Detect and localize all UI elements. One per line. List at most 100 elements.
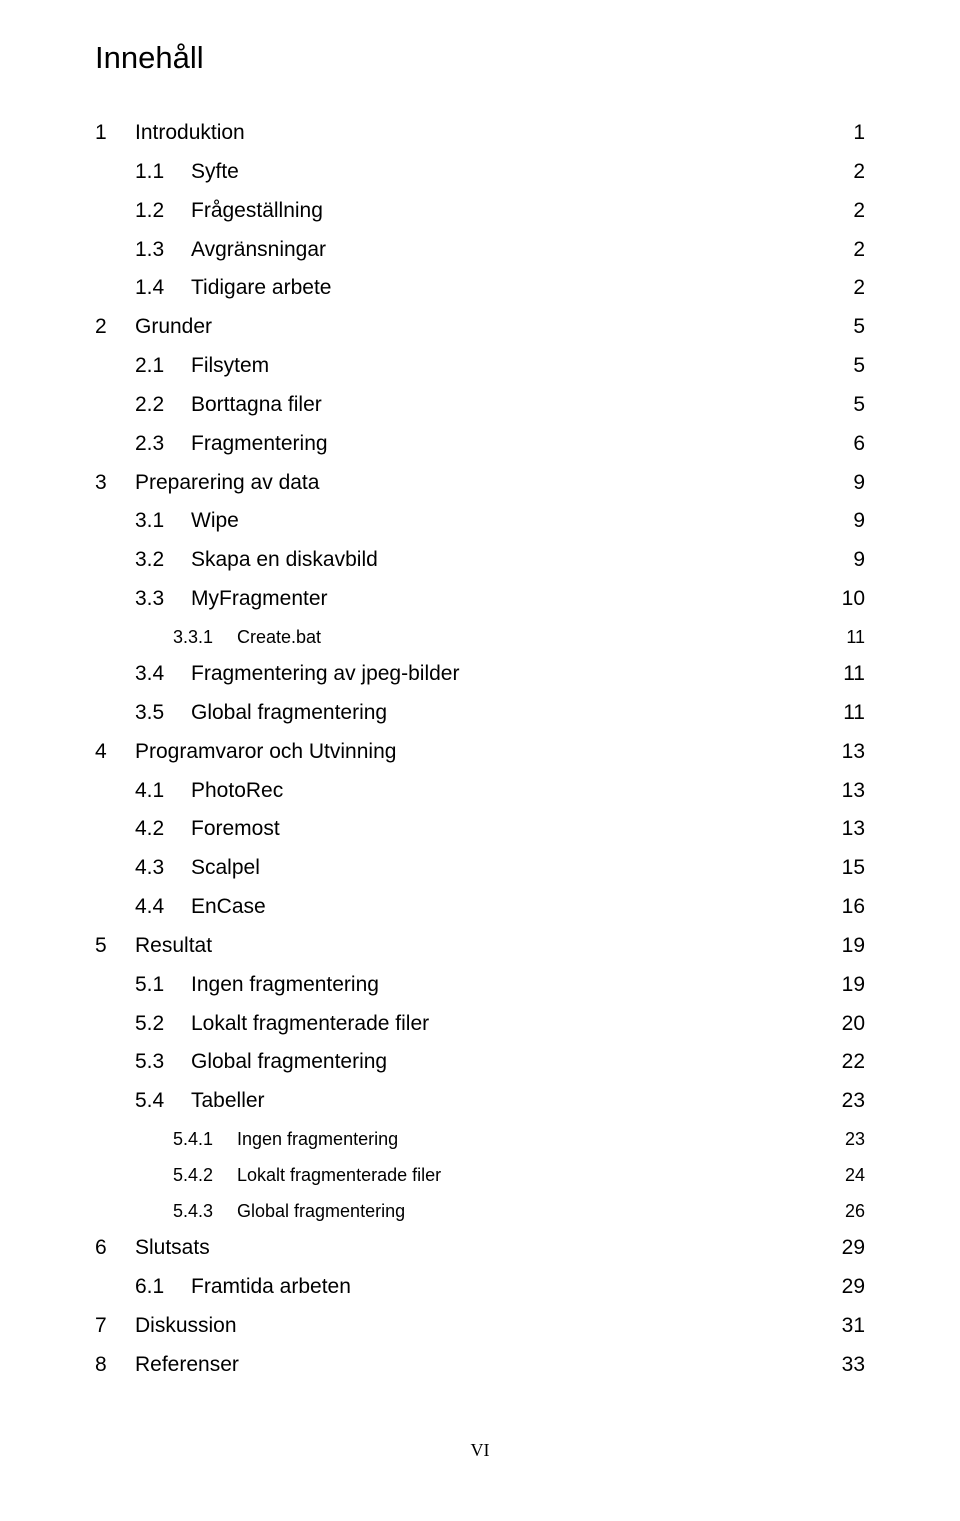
page-title: Innehåll — [95, 40, 865, 76]
toc-entry-label: Slutsats — [135, 1229, 210, 1268]
toc-entry-page: 19 — [840, 927, 865, 966]
toc-entry-label: Tabeller — [191, 1082, 265, 1121]
toc-entry-label: Borttagna filer — [191, 386, 322, 425]
toc-entry-label: Referenser — [135, 1346, 239, 1385]
toc-entry: 4.2Foremost13 — [95, 810, 865, 849]
toc-entry-number: 5.1 — [135, 966, 191, 1005]
toc-entry-number: 3.3.1 — [173, 619, 237, 655]
toc-entry-label: Skapa en diskavbild — [191, 541, 378, 580]
toc-entry-number: 3.4 — [135, 655, 191, 694]
toc-entry-page: 16 — [840, 888, 865, 927]
toc-entry-label: Global fragmentering — [191, 694, 387, 733]
toc-entry-page: 1 — [851, 114, 865, 153]
toc-entry-page: 13 — [840, 810, 865, 849]
toc-entry-number: 5.4.1 — [173, 1121, 237, 1157]
toc-entry-page: 2 — [851, 153, 865, 192]
page-number-footer: VI — [95, 1440, 865, 1461]
toc-entry: 5.4.2Lokalt fragmenterade filer24 — [95, 1157, 865, 1193]
toc-entry-label: Syfte — [191, 153, 239, 192]
toc-entry-page: 2 — [851, 269, 865, 308]
toc-entry-page: 15 — [840, 849, 865, 888]
toc-entry-number: 1.1 — [135, 153, 191, 192]
toc-entry: 4.3Scalpel15 — [95, 849, 865, 888]
toc-entry-label: PhotoRec — [191, 772, 283, 811]
toc-entry-label: Global fragmentering — [191, 1043, 387, 1082]
toc-entry-page: 9 — [851, 464, 865, 503]
table-of-contents: 1Introduktion11.1Syfte21.2Frågeställning… — [95, 114, 865, 1384]
toc-entry-number: 2 — [95, 308, 135, 347]
toc-entry-page: 5 — [851, 308, 865, 347]
toc-entry-number: 4.2 — [135, 810, 191, 849]
toc-entry-number: 2.3 — [135, 425, 191, 464]
toc-entry-label: Resultat — [135, 927, 212, 966]
toc-entry-page: 29 — [840, 1229, 865, 1268]
toc-entry-label: Create.bat — [237, 619, 321, 655]
toc-entry-label: Ingen fragmentering — [191, 966, 379, 1005]
toc-entry: 3.5Global fragmentering11 — [95, 694, 865, 733]
toc-entry-page: 19 — [840, 966, 865, 1005]
toc-entry-label: Filsytem — [191, 347, 269, 386]
toc-entry: 5.1Ingen fragmentering 19 — [95, 966, 865, 1005]
toc-entry-number: 8 — [95, 1346, 135, 1385]
toc-entry: 2.2Borttagna filer 5 — [95, 386, 865, 425]
toc-entry: 5.4.1Ingen fragmentering 23 — [95, 1121, 865, 1157]
toc-entry-number: 4.4 — [135, 888, 191, 927]
toc-entry: 1.3Avgränsningar2 — [95, 231, 865, 270]
toc-entry-number: 1.2 — [135, 192, 191, 231]
toc-entry-label: Global fragmentering — [237, 1193, 405, 1229]
toc-entry-page: 9 — [851, 502, 865, 541]
toc-entry: 8Referenser33 — [95, 1346, 865, 1385]
toc-entry: 5Resultat 19 — [95, 927, 865, 966]
toc-entry: 5.4.3Global fragmentering26 — [95, 1193, 865, 1229]
toc-entry-page: 2 — [851, 192, 865, 231]
toc-entry-number: 1.3 — [135, 231, 191, 270]
toc-entry-label: Framtida arbeten — [191, 1268, 351, 1307]
toc-entry-label: Introduktion — [135, 114, 245, 153]
toc-entry-page: 22 — [840, 1043, 865, 1082]
toc-entry-number: 3 — [95, 464, 135, 503]
toc-entry-page: 9 — [851, 541, 865, 580]
toc-entry-number: 1 — [95, 114, 135, 153]
toc-entry: 5.2Lokalt fragmenterade filer20 — [95, 1005, 865, 1044]
toc-entry-page: 24 — [843, 1157, 865, 1193]
toc-entry-label: Ingen fragmentering — [237, 1121, 398, 1157]
toc-entry: 3Preparering av data9 — [95, 464, 865, 503]
toc-entry-label: Diskussion — [135, 1307, 237, 1346]
toc-entry-number: 3.5 — [135, 694, 191, 733]
toc-entry: 4.1PhotoRec 13 — [95, 772, 865, 811]
toc-entry-number: 2.1 — [135, 347, 191, 386]
toc-entry-number: 4.1 — [135, 772, 191, 811]
toc-entry: 3.2Skapa en diskavbild 9 — [95, 541, 865, 580]
toc-entry-page: 23 — [843, 1121, 865, 1157]
toc-entry-number: 5.2 — [135, 1005, 191, 1044]
toc-entry: 3.3.1Create.bat 11 — [95, 619, 865, 655]
toc-entry-label: Lokalt fragmenterade filer — [191, 1005, 429, 1044]
toc-entry-label: Fragmentering av jpeg-bilder — [191, 655, 459, 694]
toc-entry: 6.1Framtida arbeten29 — [95, 1268, 865, 1307]
toc-entry-label: Avgränsningar — [191, 231, 326, 270]
toc-entry-label: Tidigare arbete — [191, 269, 331, 308]
toc-entry-label: EnCase — [191, 888, 266, 927]
toc-entry-page: 5 — [851, 347, 865, 386]
toc-entry-page: 11 — [844, 619, 865, 655]
toc-entry-page: 31 — [840, 1307, 865, 1346]
toc-entry-number: 6.1 — [135, 1268, 191, 1307]
toc-entry-page: 6 — [851, 425, 865, 464]
toc-entry-label: MyFragmenter — [191, 580, 328, 619]
toc-entry-page: 26 — [843, 1193, 865, 1229]
toc-entry: 1.4Tidigare arbete 2 — [95, 269, 865, 308]
toc-entry-page: 5 — [851, 386, 865, 425]
toc-entry-number: 3.3 — [135, 580, 191, 619]
toc-entry-label: Frågeställning — [191, 192, 323, 231]
toc-entry-number: 1.4 — [135, 269, 191, 308]
toc-entry-page: 13 — [840, 772, 865, 811]
toc-entry-number: 4 — [95, 733, 135, 772]
toc-entry: 2Grunder5 — [95, 308, 865, 347]
toc-entry-label: Programvaror och Utvinning — [135, 733, 396, 772]
toc-entry: 7Diskussion31 — [95, 1307, 865, 1346]
toc-entry: 1.2Frågeställning 2 — [95, 192, 865, 231]
toc-entry-number: 5 — [95, 927, 135, 966]
toc-entry: 5.3Global fragmentering22 — [95, 1043, 865, 1082]
toc-entry-number: 3.2 — [135, 541, 191, 580]
toc-entry-number: 2.2 — [135, 386, 191, 425]
